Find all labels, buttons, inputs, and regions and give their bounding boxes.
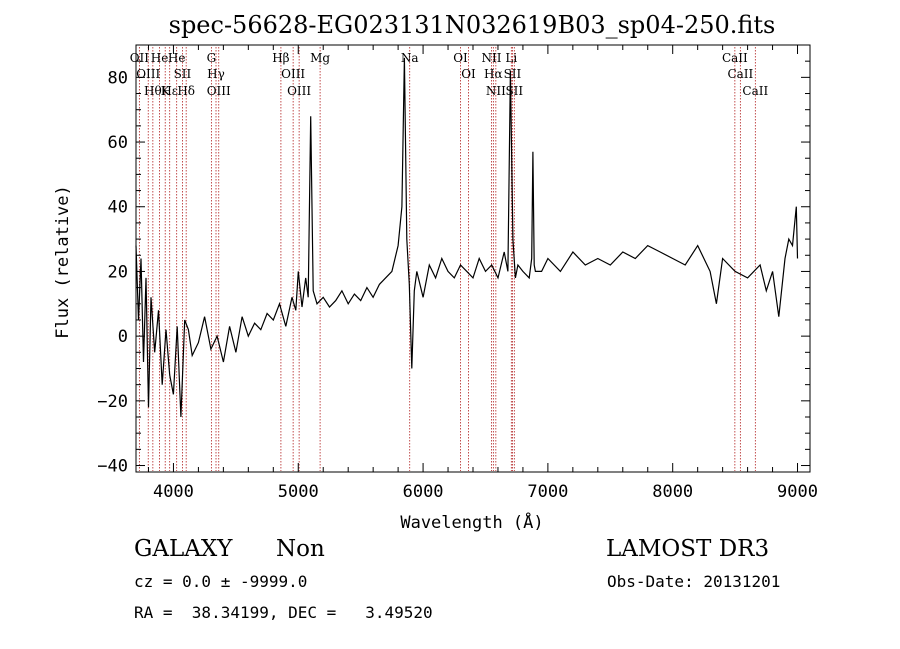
x-tick-label: 6000	[403, 482, 444, 502]
marker-label: Hδ	[177, 84, 195, 98]
marker-label: NII	[481, 51, 501, 65]
y-tick-label: 0	[118, 327, 128, 347]
marker-label: SII	[504, 67, 522, 81]
marker-labels: OII OIII Hθ He KHε He SII Hδ G Hγ OIII Hβ OIII OIII Mg…	[130, 51, 769, 98]
y-axis-label: Flux (relative)	[53, 185, 73, 339]
x-tick-label: 7000	[527, 482, 568, 502]
y-tick-label: 40	[108, 198, 128, 218]
marker-label: G	[207, 51, 217, 65]
survey-name: LAMOST DR3	[606, 536, 770, 562]
marker-lines	[138, 47, 756, 471]
plot-frame	[135, 44, 811, 473]
y-axis: −40 −20 0 20 40 60 80	[97, 60, 810, 477]
object-class: GALAXY	[134, 536, 233, 562]
marker-label: CaII	[742, 84, 768, 98]
marker-label: SII	[505, 84, 523, 98]
y-tick-label: 60	[108, 133, 128, 153]
marker-label: OI	[461, 67, 476, 81]
marker-label: Hε	[161, 84, 178, 98]
marker-label: K	[161, 84, 171, 98]
marker-label: He	[151, 51, 169, 65]
marker-label: OII	[130, 51, 150, 65]
marker-label: NII	[486, 84, 506, 98]
x-tick-label: 5000	[278, 482, 319, 502]
marker-label: OI	[453, 51, 468, 65]
y-tick-label: 20	[108, 262, 128, 282]
redshift-readout: cz = 0.0 ± -9999.0	[134, 572, 308, 591]
marker-label: Hγ	[207, 67, 225, 81]
marker-label: CaII	[722, 51, 748, 65]
x-axis: 4000 5000 6000 7000 8000 9000	[147, 45, 818, 502]
marker-label: OIII	[287, 84, 311, 98]
observation-date: Obs-Date: 20131201	[607, 572, 781, 591]
x-axis-label: Wavelength (Å)	[400, 511, 543, 533]
coordinates-readout: RA = 38.34199, DEC = 3.49520	[134, 603, 433, 622]
spectrum-line	[135, 57, 799, 418]
marker-label: Li	[505, 51, 517, 65]
marker-label: Hθ	[144, 84, 162, 98]
marker-label: He	[168, 51, 186, 65]
marker-label: Hβ	[272, 51, 289, 65]
chart-title: spec-56628-EG023131N032619B03_sp04-250.f…	[169, 11, 776, 39]
object-subclass: Non	[276, 536, 325, 562]
marker-label: OIII	[207, 84, 231, 98]
marker-label: SII	[174, 67, 192, 81]
y-tick-label: −40	[97, 457, 128, 477]
x-tick-label: 4000	[153, 482, 194, 502]
marker-label: OIII	[136, 67, 160, 81]
marker-label: Hα	[484, 67, 503, 81]
marker-label: OIII	[281, 67, 305, 81]
marker-label: CaII	[727, 67, 753, 81]
y-tick-label: 80	[108, 68, 128, 88]
marker-label: Mg	[310, 51, 330, 65]
x-tick-label: 9000	[777, 482, 818, 502]
x-tick-label: 8000	[652, 482, 693, 502]
marker-label: Na	[401, 51, 419, 65]
y-tick-label: −20	[97, 392, 128, 412]
